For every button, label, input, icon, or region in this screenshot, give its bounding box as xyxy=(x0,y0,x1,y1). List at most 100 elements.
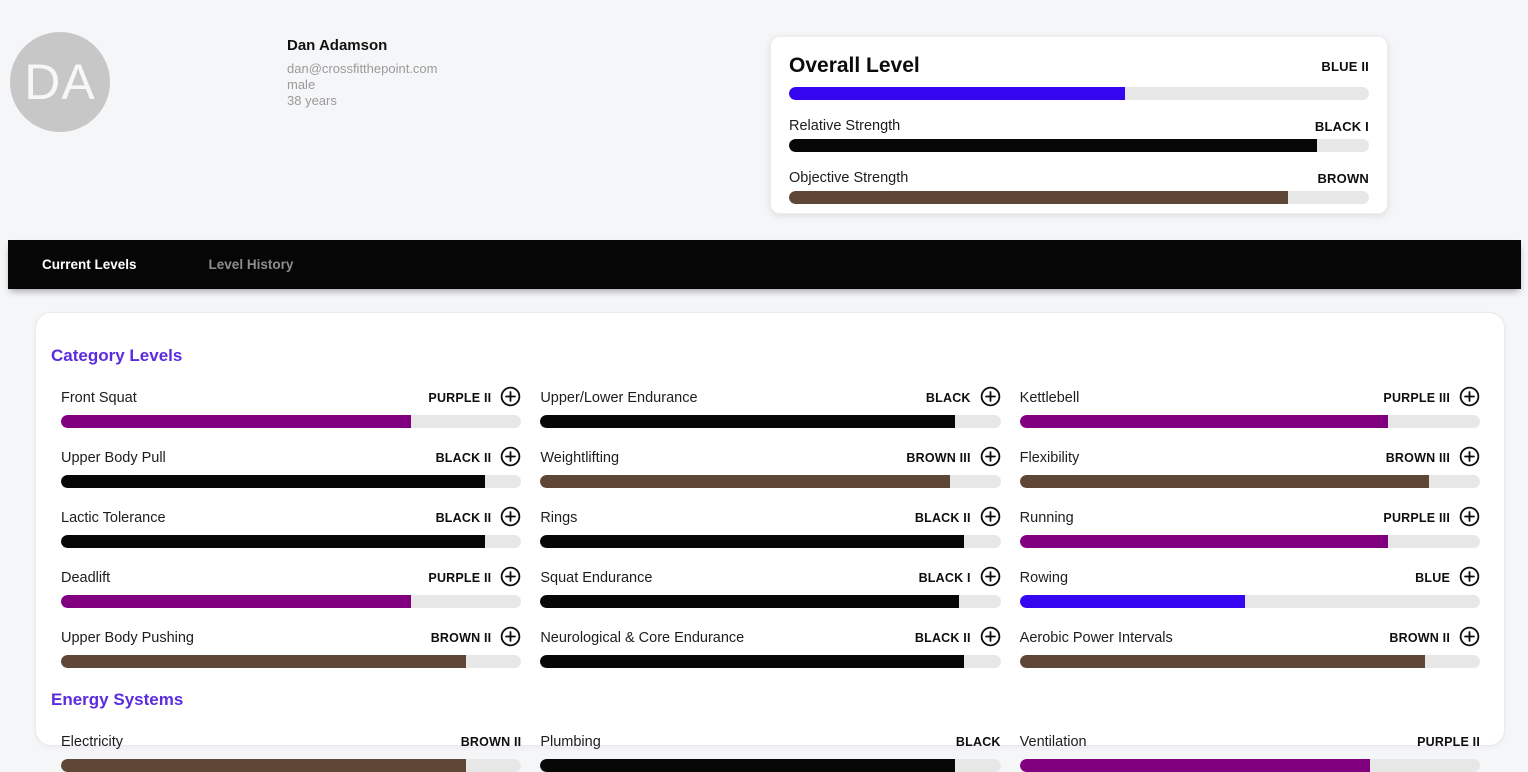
plus-circle-icon xyxy=(500,446,521,470)
level-row: Neurological & Core Endurance BLACK II xyxy=(540,626,1001,668)
plus-circle-icon xyxy=(500,506,521,530)
progress-fill xyxy=(540,595,960,608)
progress-fill xyxy=(1019,475,1430,488)
add-level-button[interactable] xyxy=(500,506,521,530)
level-row: Rowing BLUE xyxy=(1019,566,1480,608)
add-level-button[interactable] xyxy=(1459,626,1480,648)
progress-fill xyxy=(540,475,951,488)
level-row: Upper Body Pull BLACK II xyxy=(61,446,522,488)
level-badge: PURPLE II xyxy=(428,570,492,585)
progress-fill xyxy=(789,139,1317,152)
section-heading-energy-systems: Energy Systems xyxy=(51,690,184,709)
progress-fill xyxy=(789,191,1288,204)
add-level-button[interactable] xyxy=(1459,566,1480,590)
level-badge: BLACK xyxy=(955,734,1001,749)
progress-fill xyxy=(61,655,467,668)
level-badge: PURPLE II xyxy=(428,390,492,405)
add-level-button[interactable] xyxy=(1459,386,1480,410)
plus-circle-icon xyxy=(500,626,521,650)
add-level-button[interactable] xyxy=(980,626,1001,650)
level-row: Flexibility BROWN III xyxy=(1019,446,1480,488)
progress-fill xyxy=(61,415,411,428)
profile-info: Dan Adamson dan@crossfitthepoint.com mal… xyxy=(287,37,438,109)
level-row: Upper Body Pushing BROWN II xyxy=(61,626,522,668)
level-label: Upper Body Pull xyxy=(61,449,166,466)
progress-track xyxy=(540,595,1001,608)
progress-fill xyxy=(61,759,467,772)
level-row: Aerobic Power Intervals BROWN II xyxy=(1019,626,1480,668)
level-badge: BROWN III xyxy=(1385,450,1450,465)
level-badge: BLACK II xyxy=(435,450,492,465)
level-row: Kettlebell PURPLE III xyxy=(1019,386,1480,428)
progress-fill xyxy=(540,535,964,548)
progress-fill xyxy=(540,655,964,668)
progress-fill xyxy=(61,595,411,608)
plus-circle-icon xyxy=(1459,566,1480,590)
level-row: Weightlifting BROWN III xyxy=(540,446,1001,488)
level-row: Ventilation PURPLE II xyxy=(1019,731,1480,772)
level-badge: PURPLE III xyxy=(1383,390,1450,405)
overall-metric-row: Relative Strength BLACK I xyxy=(789,118,1369,152)
overall-metric-row: Objective Strength BROWN xyxy=(789,170,1369,204)
level-label: Squat Endurance xyxy=(540,569,653,586)
progress-track xyxy=(789,139,1369,152)
plus-circle-icon xyxy=(980,626,1001,650)
level-label: Electricity xyxy=(61,733,124,750)
add-level-button[interactable] xyxy=(500,446,521,470)
level-badge: BLACK II xyxy=(435,510,492,525)
add-level-button[interactable] xyxy=(500,626,521,650)
level-badge: BLACK II xyxy=(914,630,971,645)
plus-circle-icon xyxy=(980,566,1001,590)
profile-age: 38 years xyxy=(287,93,337,108)
level-row: Running PURPLE III xyxy=(1019,506,1480,548)
energy-systems-section: Energy Systems Electricity BROWN II Plumbi… xyxy=(51,690,1480,772)
level-label: Deadlift xyxy=(61,569,111,586)
progress-fill xyxy=(61,475,485,488)
add-level-button[interactable] xyxy=(1459,506,1480,528)
add-level-button[interactable] xyxy=(980,566,1001,590)
plus-circle-icon xyxy=(1459,386,1480,410)
level-badge: BROWN III xyxy=(906,450,971,465)
energy-systems-grid: Electricity BROWN II Plumbing BLACK Ventilat… xyxy=(61,731,1480,772)
avatar-initials: DA xyxy=(24,54,96,110)
add-level-button[interactable] xyxy=(500,566,521,590)
add-level-button[interactable] xyxy=(980,386,1001,410)
plus-circle-icon xyxy=(500,566,521,590)
level-label: Neurological & Core Endurance xyxy=(540,629,745,646)
level-badge: BLACK II xyxy=(914,510,971,525)
level-label: Ventilation xyxy=(1019,733,1087,750)
level-label: Rings xyxy=(540,509,578,526)
progress-fill xyxy=(540,759,955,772)
progress-track xyxy=(1019,535,1480,548)
tab-bar: Current Levels Level History xyxy=(8,240,1521,289)
plus-circle-icon xyxy=(980,386,1001,410)
add-level-button[interactable] xyxy=(980,506,1001,528)
level-badge: BLACK I xyxy=(1314,118,1369,134)
add-level-button[interactable] xyxy=(980,446,1001,468)
progress-track xyxy=(789,191,1369,204)
plus-circle-icon xyxy=(500,386,521,410)
progress-fill xyxy=(61,535,485,548)
progress-track xyxy=(61,759,522,772)
levels-card: Category Levels Front Squat PURPLE II Uppe… xyxy=(35,312,1505,772)
progress-fill xyxy=(1019,655,1425,668)
tab-current-levels[interactable]: Current Levels xyxy=(42,257,137,272)
profile-email: dan@crossfitthepoint.com xyxy=(287,61,438,76)
level-badge: BROWN II xyxy=(460,734,522,749)
add-level-button[interactable] xyxy=(500,386,521,410)
profile-header: DA Dan Adamson dan@crossfitthepoint.com … xyxy=(0,0,1528,240)
progress-track xyxy=(1019,475,1480,488)
add-level-button[interactable] xyxy=(1459,446,1480,468)
level-label: Upper/Lower Endurance xyxy=(540,389,698,406)
tab-level-history[interactable]: Level History xyxy=(208,257,294,272)
progress-track xyxy=(540,759,1001,772)
overall-level-title: Overall Level xyxy=(789,54,920,77)
level-badge: BROWN II xyxy=(430,630,492,645)
category-levels-section: Category Levels Front Squat PURPLE II Uppe… xyxy=(51,346,1480,668)
progress-track xyxy=(540,475,1001,488)
progress-track xyxy=(61,415,522,428)
level-badge: BROWN II xyxy=(1389,630,1450,645)
progress-fill xyxy=(540,415,955,428)
metric-label: Objective Strength xyxy=(789,170,909,186)
level-label: Running xyxy=(1019,509,1074,526)
